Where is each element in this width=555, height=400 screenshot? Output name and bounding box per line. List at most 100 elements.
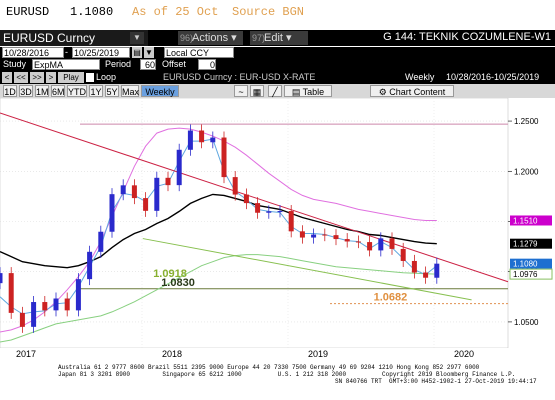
candle-body (243, 194, 249, 204)
candle-body (199, 130, 205, 143)
y-tick-label: 1.2500 (514, 117, 539, 126)
period-button-6m[interactable]: 6M (51, 85, 65, 97)
price-label-box (510, 258, 552, 269)
candle-body (42, 302, 48, 311)
price-label-box (510, 215, 552, 226)
period-button-ytd[interactable]: YTD (67, 85, 87, 97)
period-input[interactable]: 60 (140, 59, 156, 70)
candle-body (389, 238, 395, 249)
period-button-weekly[interactable]: Weekly ▼ (141, 85, 179, 109)
footer-line-1: Australia 61 2 9777 8600 Brazil 5511 239… (58, 364, 480, 371)
security-field[interactable]: EURUSD Curncy ▼ (0, 30, 148, 46)
candle-body (131, 185, 137, 199)
loop-label: Loop (96, 72, 117, 82)
footer: Australia 61 2 9777 8600 Brazil 5511 239… (0, 362, 555, 400)
chart-content-button[interactable]: ⚙ Chart Content (370, 85, 454, 97)
candle-body (355, 241, 361, 243)
loop-checkbox[interactable] (86, 73, 94, 82)
edit-menu-number: 97) (252, 33, 266, 43)
ticker-label: EURUSD (6, 5, 50, 19)
forward-icon[interactable]: > (46, 72, 56, 83)
start-date-input[interactable]: 10/28/2016 (2, 47, 64, 58)
gear-icon: ⚙ (378, 87, 387, 97)
study-label: Study (3, 59, 27, 69)
settings-icon[interactable]: ▦ (250, 85, 264, 97)
candle-body (311, 234, 317, 238)
period-button-1d[interactable]: 1D (3, 85, 17, 97)
step-back-icon[interactable]: << (14, 72, 28, 83)
candle-body (288, 211, 294, 232)
y-tick-label: 1.2000 (514, 167, 539, 176)
x-tick-label: 2017 (16, 349, 37, 359)
chevron-down-icon: ▾ (286, 32, 292, 44)
candle-body (367, 242, 373, 251)
table-icon: ▤ (291, 87, 301, 97)
candle-body (75, 279, 81, 311)
candle-body (8, 273, 14, 313)
price-candles (0, 124, 440, 333)
actions-menu-button[interactable]: 96) Actions ▾ (178, 31, 243, 45)
plot-area (0, 98, 509, 348)
security-text: EURUSD Curncy (3, 31, 96, 45)
grid (0, 98, 508, 348)
playback-bar: < << >> > Play Loop EURUSD Curncy : EUR-… (0, 71, 555, 84)
frequency-label: Weekly (405, 72, 435, 82)
as-of-label: As of 25 Oct (132, 5, 219, 19)
candle-body (187, 130, 193, 150)
ma-line-2 (0, 127, 437, 333)
offset-input[interactable]: 0 (198, 59, 216, 70)
x-tick-label: 2019 (308, 349, 329, 359)
study-bar: Study ExpMA Period 60 Offset 0 (0, 59, 555, 71)
trendline (142, 238, 472, 301)
period-button-5y[interactable]: 5Y (105, 85, 119, 97)
candle-body (19, 312, 25, 327)
candle-body (165, 177, 171, 186)
table-label: Table (302, 87, 325, 97)
draw-line-icon[interactable]: ╱ (268, 85, 282, 97)
source-label: Source BGN (232, 5, 305, 19)
candle-body (87, 251, 93, 280)
candle-body (378, 238, 384, 251)
candle-body (0, 273, 3, 284)
period-button-3d[interactable]: 3D (19, 85, 33, 97)
table-button[interactable]: ▤ Table (284, 85, 332, 97)
play-button[interactable]: Play (58, 72, 84, 83)
period-button-max[interactable]: Max (121, 85, 140, 97)
chevron-down-icon[interactable]: ▼ (144, 47, 154, 58)
x-axis: 2017 2018 2019 2020 (0, 348, 555, 362)
footer-line-3: SN 840766 TRT GMT+3:00 H452-1902-1 27-Oc… (335, 378, 537, 385)
end-date-input[interactable]: 10/25/2019 (72, 47, 130, 58)
annotation-label: 1.0918 (153, 268, 187, 280)
period-button-1y[interactable]: 1Y (89, 85, 103, 97)
candle-body (255, 203, 261, 213)
study-select[interactable]: ExpMA (32, 59, 100, 70)
moving-averages (0, 127, 438, 343)
candle-body (400, 248, 406, 261)
top-header: EURUSD 1.1080 As of 25 Oct Source BGN (0, 0, 555, 24)
candle-body (411, 260, 417, 273)
edit-menu-button[interactable]: 97) Edit ▾ (250, 31, 308, 45)
ma-line-4 (0, 138, 438, 315)
currency-select[interactable]: Local CCY (164, 47, 234, 58)
price-label-box (510, 238, 552, 249)
candle-body (176, 149, 182, 186)
step-forward-icon[interactable]: >> (30, 72, 44, 83)
price-label-text: 1.0976 (513, 270, 538, 279)
candle-body (143, 198, 149, 211)
period-button-1m[interactable]: 1M (35, 85, 49, 97)
ma-line-3 (0, 254, 437, 343)
candle-body (434, 263, 440, 278)
ma-line-1 (0, 193, 437, 269)
price-label-text: 1.1510 (513, 216, 538, 225)
calendar-icon[interactable]: ▤ (132, 47, 142, 58)
candle-body (232, 177, 238, 195)
rewind-icon[interactable]: < (2, 72, 12, 83)
chart-type-icon[interactable]: ~ (234, 85, 248, 97)
x-tick-label: 2020 (454, 349, 475, 359)
x-tick-label: 2018 (162, 349, 183, 359)
price-label-box (509, 268, 553, 280)
chevron-down-icon[interactable]: ▼ (130, 32, 144, 44)
